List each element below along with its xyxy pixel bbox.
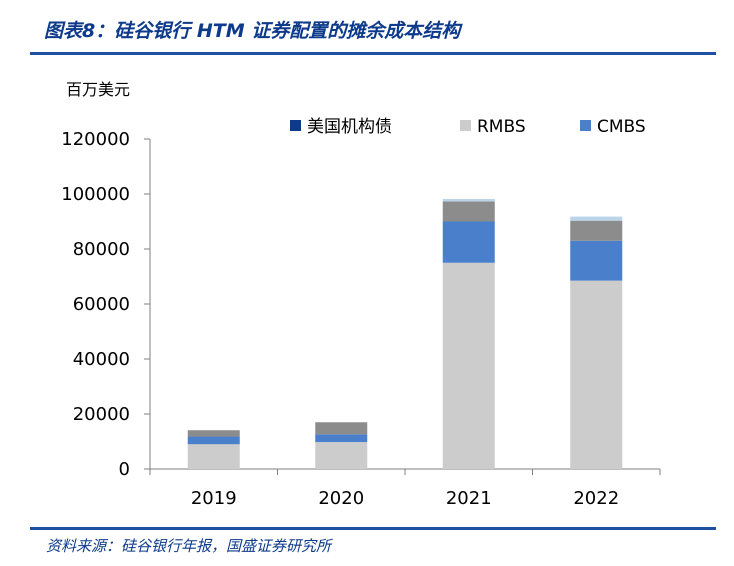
source-rule [30,527,716,530]
y-tick-label: 40000 [73,349,130,370]
bar-segment [187,436,240,445]
bar-segment [442,221,495,263]
bar-segment [315,422,368,435]
legend-label: CMBS [597,117,646,137]
bar-segment [187,430,240,437]
y-tick-label: 100000 [61,184,130,205]
figure-title: 图表8：硅谷银行 HTM 证券配置的摊余成本结构 [44,20,461,42]
bar-segment [570,216,623,221]
stacked-bar-chart: 百万美元 美国机构债 RMBS CMBS 0 20000 40000 60000 80000… [61,80,661,509]
bar-segment [187,444,240,469]
bar-segment [570,240,623,281]
legend-swatch [290,120,301,131]
unit-label: 百万美元 [66,80,130,99]
x-tick-label: 2020 [318,488,364,509]
bar-segment [442,262,495,469]
bar-segment [315,442,368,469]
x-tick-label: 2021 [446,488,492,509]
bar-segment [442,198,495,202]
source-note: 资料来源：硅谷银行年报，国盛证券研究所 [46,537,332,555]
bar-segment [442,201,495,222]
legend-swatch [460,120,471,131]
x-tick-label: 2022 [573,488,619,509]
bars [187,198,623,469]
title-rule [30,52,716,55]
y-tick-label: 0 [119,459,130,480]
legend-swatch [580,120,591,131]
y-tick-label: 120000 [61,129,130,150]
legend-label: RMBS [477,117,526,137]
x-tick-label: 2019 [191,488,237,509]
y-tick-label: 80000 [73,239,130,260]
bar-segment [570,220,623,241]
y-tick-label: 60000 [73,294,130,315]
y-tick-label: 20000 [73,404,130,425]
axes: 0 20000 40000 60000 80000 100000 120000 2019 202… [61,129,661,509]
bar-segment [315,434,368,443]
legend: 美国机构债 RMBS CMBS [290,117,646,137]
bar-segment [570,280,623,469]
legend-label: 美国机构债 [307,117,392,137]
